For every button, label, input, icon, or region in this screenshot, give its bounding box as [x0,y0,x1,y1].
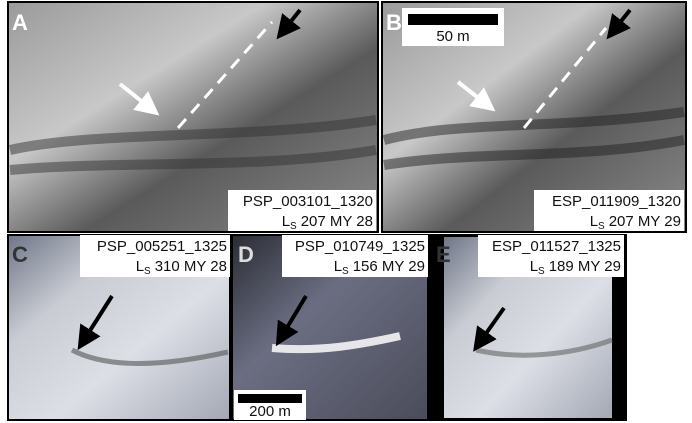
scale-bar-label: 50 m [436,28,469,45]
panel-c: C PSP_005251_1325 LS 310 MY 28 [8,235,230,420]
season-symbol: L [530,258,538,275]
season-text: 207 MY 29 [609,213,681,230]
scale-bar [238,394,302,403]
season-symbol: L [282,213,290,230]
scale-bar-label: 200 m [249,403,291,420]
season-subscript: S [342,266,349,277]
season-symbol: L [136,258,144,275]
panel-d: D PSP_010749_1325 LS 156 MY 29 200 m [232,235,428,420]
page: body { margin: 0; width: 692px; height: … [0,0,692,423]
panel-letter: E [436,242,451,267]
image-id: PSP_010749_1325 [295,238,425,255]
season-subscript: S [290,221,297,232]
season-text: 207 MY 28 [301,213,373,230]
scale-bar [408,14,498,25]
season-text: 189 MY 29 [549,258,621,275]
body: {"panels": [ {"letter": "A", "image_id":… [0,0,692,423]
panel-a: A PSP_003101_1320 LS 207 MY 28 [8,2,378,232]
panel-letter: B [386,10,402,35]
panel-letter: C [12,242,28,267]
season-text: 156 MY 29 [353,258,425,275]
panel-letter: D [238,242,254,267]
figure: A PSP_003101_1320 LS207 MY 28 B 50 m ESP… [0,0,692,423]
panel-letter: A [12,10,28,35]
image-id: PSP_005251_1325 [97,238,227,255]
season-subscript: S [598,221,605,232]
season-text: 310 MY 28 [155,258,227,275]
season-symbol: L [590,213,598,230]
season-subscript: S [144,266,151,277]
image-id: PSP_003101_1320 [243,193,373,210]
season-symbol: L [334,258,342,275]
image-id: ESP_011909_1320 [552,193,681,210]
season-subscript: S [538,266,545,277]
panel-b: B 50 m ESP_011909_1320 LS 207 MY 29 [382,2,686,232]
image-id: ESP_011527_1325 [492,238,621,255]
panel-e: E ESP_011527_1325 LS 189 MY 29 [430,235,626,420]
